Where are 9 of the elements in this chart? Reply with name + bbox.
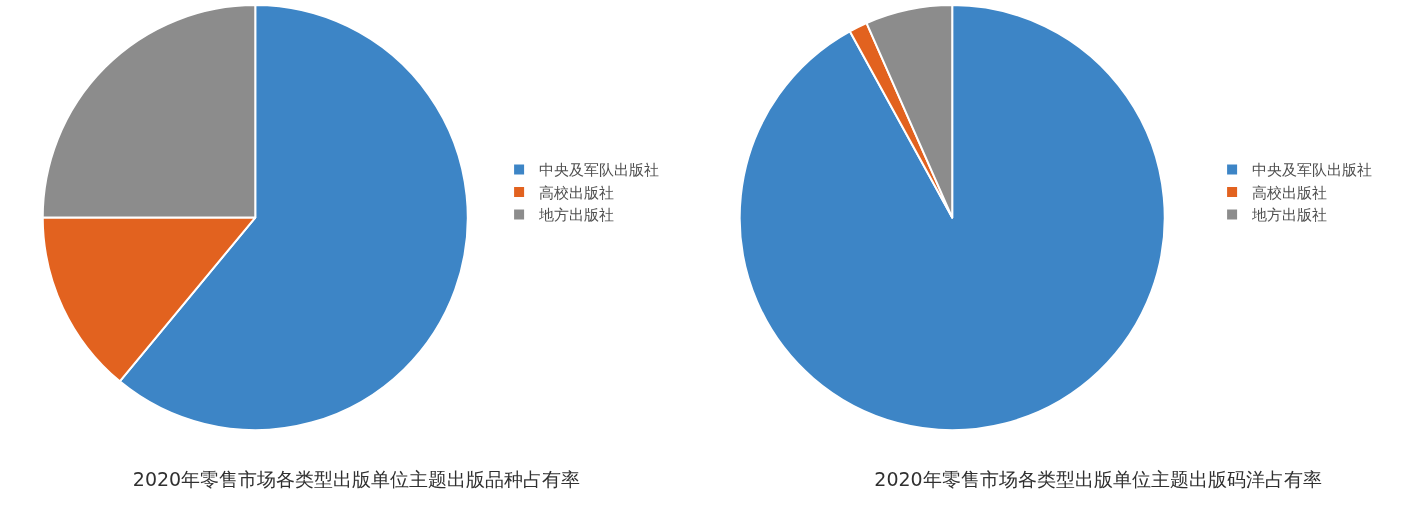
legend-label: 高校出版社 (539, 183, 615, 202)
legend-label: 地方出版社 (1251, 206, 1328, 225)
text: 2020年零售市场各类型出版单位主题出版品种占有率 (132, 467, 581, 490)
legend-label: 高校出版社 (1252, 183, 1328, 202)
pie-slice (738, 4, 1166, 431)
legend-label: 中央及军队出版社 (539, 161, 660, 180)
legend-label: 地方出版社 (538, 206, 615, 225)
legend-label: 中央及军队出版社 (1252, 161, 1373, 180)
text: 2020年零售市场各类型出版单位主题出版码洋占有率 (874, 467, 1322, 490)
